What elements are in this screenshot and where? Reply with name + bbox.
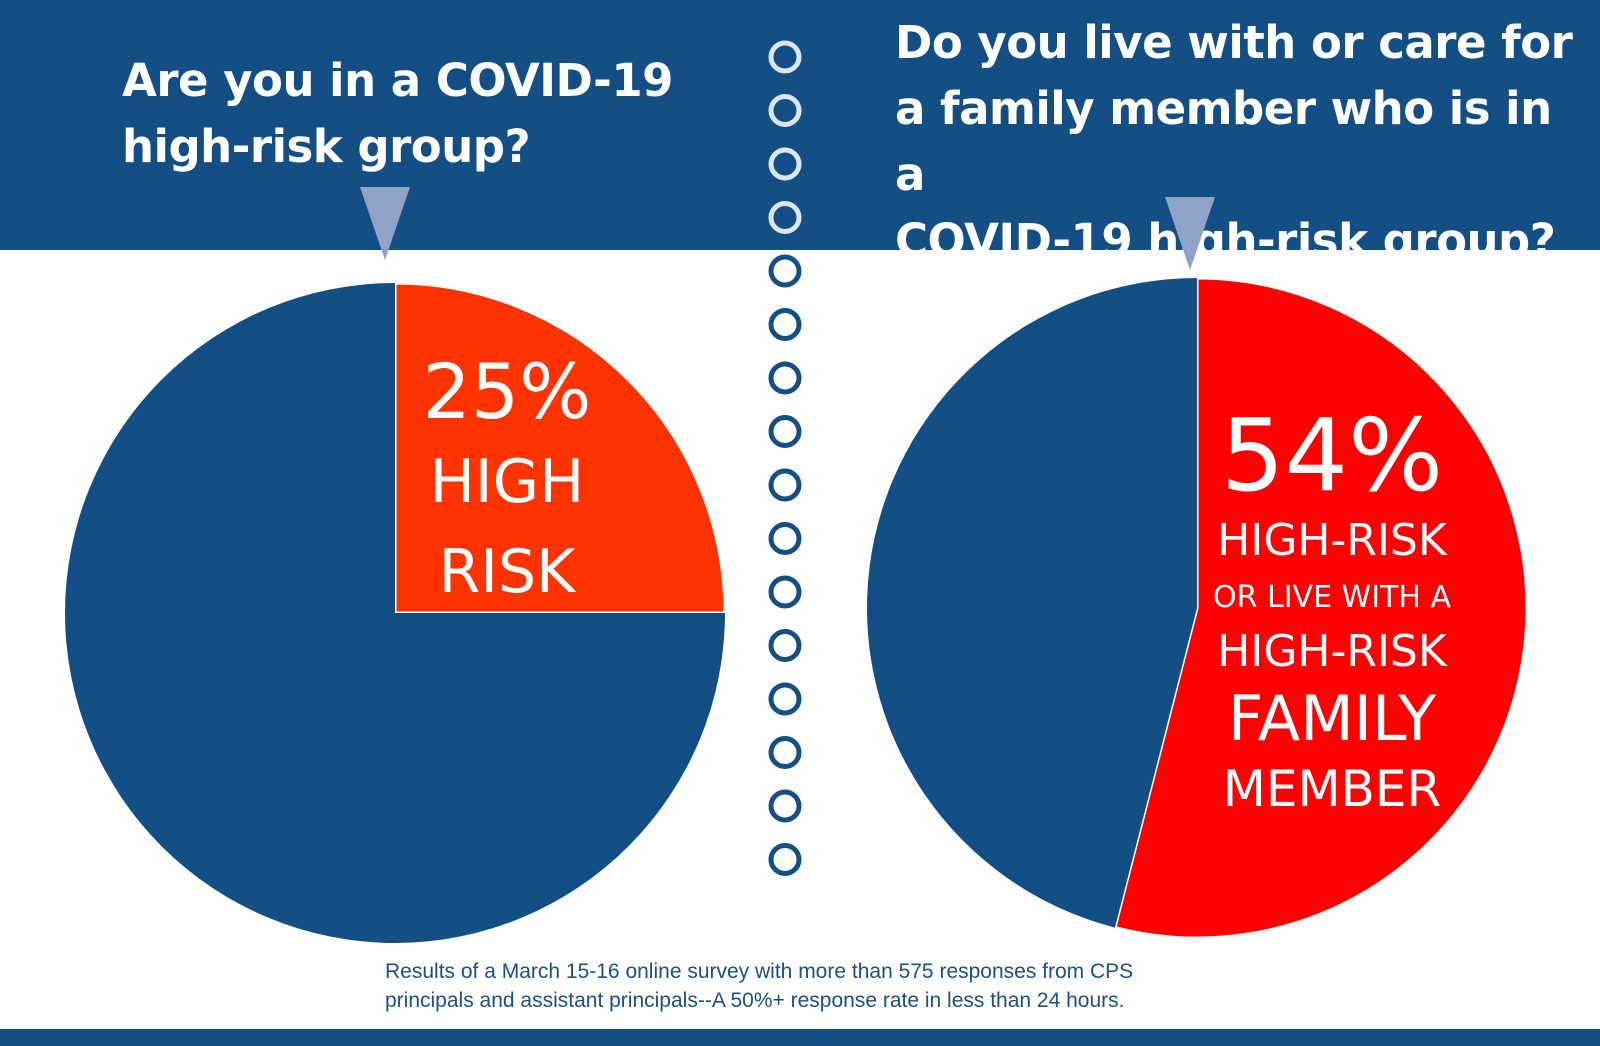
right-question-line-1: Do you live with or care for — [895, 16, 1573, 69]
ring-icon — [768, 201, 802, 234]
pointer-arrow-1 — [1165, 197, 1215, 270]
pie-right-slice-0 — [1113, 276, 1529, 940]
pie-right-label-line-1: HIGH-RISK — [1217, 515, 1448, 566]
left-question: Are you in a COVID-19 high-risk group? — [122, 48, 702, 180]
pie-left-slice-0 — [393, 281, 727, 615]
ring-icon — [768, 254, 802, 288]
pie-chart-left: 25% HIGH RISK — [65, 281, 727, 943]
ring-icon — [768, 629, 802, 662]
ring-icon — [768, 575, 802, 609]
pie-left-label-line-0: 25% — [423, 347, 592, 436]
pie-right-label-line-0: 54% — [1221, 397, 1443, 514]
right-question: Do you live with or care for a family me… — [895, 10, 1585, 274]
pie-right-label-line-3: HIGH-RISK — [1217, 626, 1448, 677]
ring-icon — [768, 736, 802, 769]
caption-line-2: principals and assistant principals--A 5… — [385, 989, 1125, 1012]
ring-icon — [768, 843, 802, 876]
left-question-line-2: high-risk group? — [122, 120, 531, 173]
ring-icon — [768, 94, 802, 127]
pie-right-label-line-4: FAMILY — [1228, 682, 1436, 755]
pie-right-slice-1 — [867, 278, 1197, 928]
ring-icon — [768, 147, 802, 181]
ring-divider — [768, 40, 802, 876]
pie-right-label-line-5: MEMBER — [1223, 760, 1442, 818]
ring-icon — [768, 522, 802, 555]
ring-icon — [768, 308, 802, 341]
ring-icon — [768, 40, 802, 74]
pie-left-slice-1 — [65, 283, 725, 943]
right-question-line-2: a family member who is in a — [895, 82, 1552, 201]
pie-left-label-line-1: HIGH — [430, 447, 584, 517]
ring-icon — [768, 682, 802, 716]
left-question-line-1: Are you in a COVID-19 — [122, 54, 673, 107]
pie-right-label-line-2: OR LIVE WITH A — [1213, 580, 1452, 615]
caption-line-1: Results of a March 15-16 online survey w… — [385, 960, 1134, 983]
header-band — [0, 0, 1600, 250]
ring-icon — [768, 789, 802, 823]
pie-left-label-line-2: RISK — [439, 537, 577, 607]
ring-icon — [768, 468, 802, 502]
pointer-arrows — [360, 187, 1215, 270]
pointer-arrow-0 — [360, 187, 410, 260]
survey-caption: Results of a March 15-16 online survey w… — [385, 957, 1265, 1015]
right-question-line-3: COVID-19 high-risk group? — [895, 214, 1556, 267]
ring-icon — [768, 361, 802, 395]
ring-icon — [768, 415, 802, 448]
footer-band — [0, 1029, 1600, 1046]
